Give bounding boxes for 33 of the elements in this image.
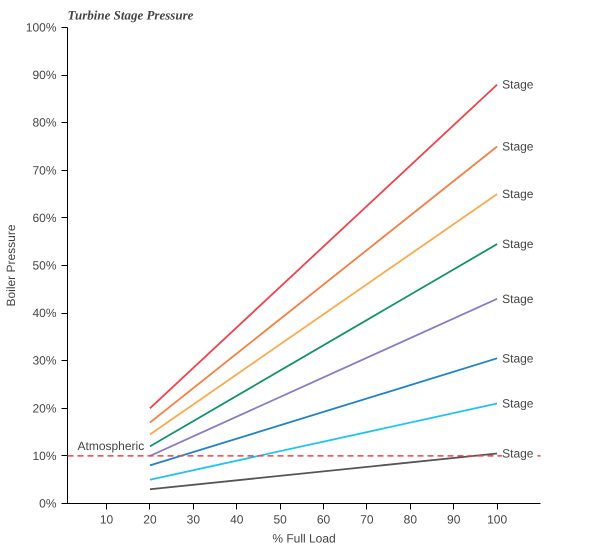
series-label: Stage bbox=[502, 187, 534, 202]
x-tick-label: 40 bbox=[230, 512, 244, 526]
y-tick-label: 100% bbox=[26, 20, 57, 34]
x-tick-label: 20 bbox=[143, 512, 157, 526]
y-tick-label: 40% bbox=[32, 306, 57, 320]
series-label: Stage bbox=[502, 237, 534, 252]
y-tick-label: 80% bbox=[32, 116, 57, 130]
x-tick-label: 100 bbox=[487, 512, 508, 526]
x-tick-label: 70 bbox=[360, 512, 374, 526]
y-tick-label: 20% bbox=[32, 401, 57, 416]
series-label: Stage bbox=[502, 292, 534, 306]
x-tick-label: 30 bbox=[186, 512, 200, 526]
y-tick-label: 0% bbox=[39, 496, 57, 510]
x-tick-label: 50 bbox=[273, 512, 288, 526]
series-label: Stage bbox=[502, 396, 534, 411]
y-axis-title: Boiler Pressure bbox=[4, 224, 18, 307]
x-axis-title: % Full Load bbox=[272, 532, 336, 546]
y-tick-label: 10% bbox=[32, 448, 57, 463]
x-tick-label: 80 bbox=[404, 512, 418, 526]
series-label: Stage bbox=[502, 78, 534, 92]
chart-title: Turbine Stage Pressure bbox=[68, 8, 194, 22]
y-tick-label: 50% bbox=[32, 258, 57, 272]
y-tick-label: 30% bbox=[32, 354, 57, 368]
series-label: Stage bbox=[502, 351, 534, 366]
y-tick-label: 60% bbox=[32, 210, 57, 225]
x-tick-label: 90 bbox=[447, 512, 461, 526]
y-tick-label: 70% bbox=[32, 163, 57, 178]
series-label: Stage bbox=[502, 446, 534, 461]
x-tick-label: 10 bbox=[100, 512, 114, 526]
series-label: Stage bbox=[502, 140, 534, 154]
y-tick-label: 90% bbox=[32, 68, 57, 82]
ref-line-label: Atmospheric bbox=[78, 438, 144, 453]
x-tick-label: 60 bbox=[316, 512, 331, 526]
